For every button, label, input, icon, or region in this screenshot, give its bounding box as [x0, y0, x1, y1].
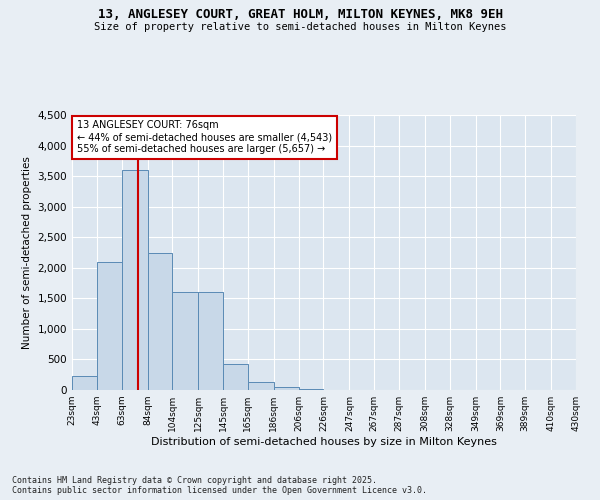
Bar: [199, 292, 223, 390]
X-axis label: Distribution of semi-detached houses by size in Milton Keynes: Distribution of semi-detached houses by …: [151, 437, 497, 447]
Bar: [122, 170, 148, 390]
Text: Size of property relative to semi-detached houses in Milton Keynes: Size of property relative to semi-detach…: [94, 22, 506, 32]
Text: Contains HM Land Registry data © Crown copyright and database right 2025.
Contai: Contains HM Land Registry data © Crown c…: [12, 476, 427, 495]
Bar: [148, 252, 172, 390]
Bar: [248, 382, 274, 390]
Bar: [72, 376, 97, 390]
Y-axis label: Number of semi-detached properties: Number of semi-detached properties: [22, 156, 32, 349]
Bar: [97, 262, 122, 390]
Bar: [274, 387, 299, 390]
Bar: [223, 364, 248, 390]
Text: 13 ANGLESEY COURT: 76sqm
← 44% of semi-detached houses are smaller (4,543)
55% o: 13 ANGLESEY COURT: 76sqm ← 44% of semi-d…: [77, 120, 332, 154]
Text: 13, ANGLESEY COURT, GREAT HOLM, MILTON KEYNES, MK8 9EH: 13, ANGLESEY COURT, GREAT HOLM, MILTON K…: [97, 8, 503, 20]
Bar: [172, 292, 199, 390]
